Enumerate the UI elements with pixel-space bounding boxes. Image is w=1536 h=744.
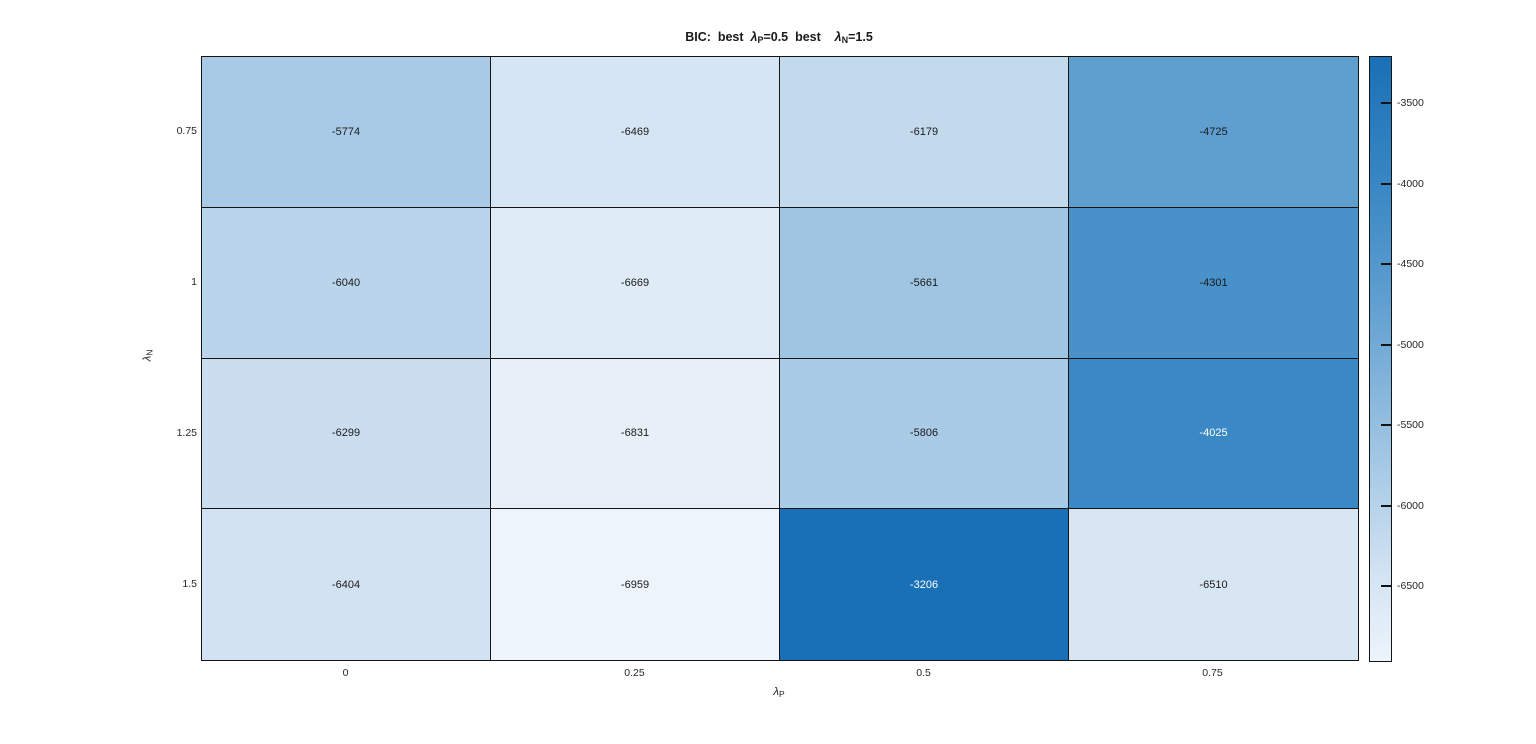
- heatmap-cell-value: -6669: [620, 276, 650, 289]
- colorbar-tick-mark: [1381, 504, 1391, 507]
- colorbar-tick-label: -3500: [1397, 97, 1424, 110]
- y-axis-label: λN: [142, 336, 155, 376]
- x-tick-label: 0.75: [1202, 667, 1223, 679]
- heatmap-cell-value: -6959: [620, 578, 650, 591]
- x-tick-label: 0.5: [916, 667, 931, 679]
- heatmap-cell: -4725: [1069, 57, 1358, 208]
- heatmap-cell-value: -5661: [909, 276, 939, 289]
- heatmap-cell: -5806: [780, 358, 1069, 510]
- x-tick-label: 0.25: [624, 667, 645, 679]
- colorbar-tick-mark: [1381, 102, 1391, 105]
- chart-title-segment: λ: [750, 30, 758, 44]
- heatmap-cell: -6299: [202, 358, 491, 510]
- chart-title-segment: P: [757, 35, 764, 45]
- chart-title-segment: =0.5 best: [763, 30, 835, 44]
- colorbar-tick-label: -5000: [1397, 338, 1424, 351]
- heatmap-cell: -6469: [491, 57, 780, 208]
- heatmap-cell-value: -5806: [909, 427, 939, 440]
- colorbar-tick-label: -6000: [1397, 499, 1424, 512]
- heatmap-plot-area: -5774 -6469 -6179 -4725 -6040 -6669 -5661 -4301…: [201, 56, 1359, 661]
- colorbar-tick-label: -4500: [1397, 258, 1424, 271]
- axis-label-lambda: λ: [141, 355, 154, 362]
- heatmap-cell-value: -6510: [1199, 578, 1228, 591]
- chart-title-segment: =1.5: [848, 30, 873, 44]
- colorbar-tick-mark: [1381, 424, 1391, 427]
- y-tick-label: 1: [191, 276, 197, 289]
- chart-title-segment: N: [841, 35, 849, 45]
- heatmap-cell: -3206: [780, 509, 1069, 660]
- colorbar-tick-mark: [1381, 182, 1391, 185]
- heatmap-cell-value: -4301: [1199, 276, 1228, 289]
- heatmap-cell: -6959: [491, 509, 780, 660]
- colorbar-tick-mark: [1381, 343, 1391, 346]
- heatmap-cell-value: -6404: [331, 578, 361, 591]
- heatmap-cell: -5774: [202, 57, 491, 208]
- x-axis-label: λP: [201, 686, 1357, 699]
- heatmap-cell: -6404: [202, 509, 491, 660]
- colorbar-tick-mark: [1381, 263, 1391, 266]
- y-tick-label: 0.75: [176, 125, 197, 138]
- heatmap-cell-value: -3206: [909, 578, 939, 591]
- heatmap-cell-value: -4725: [1199, 125, 1228, 138]
- heatmap-cell: -6831: [491, 358, 780, 510]
- heatmap-cell-value: -6040: [331, 276, 361, 289]
- heatmap-cell-value: -4025: [1199, 427, 1228, 440]
- y-tick-label: 1.5: [182, 577, 197, 590]
- axis-label-subscript: N: [144, 349, 155, 356]
- heatmap-cell-value: -5774: [331, 125, 361, 138]
- chart-title-segment: BIC: best: [685, 30, 751, 44]
- axis-label-subscript: P: [779, 689, 785, 699]
- heatmap-cell: -6040: [202, 207, 491, 359]
- colorbar-tick-label: -6500: [1397, 580, 1424, 593]
- heatmap-cell-value: -6831: [620, 427, 650, 440]
- x-tick-label: 0: [342, 667, 349, 679]
- axis-label-lambda: λ: [773, 686, 779, 698]
- heatmap-cell: -6179: [780, 57, 1069, 208]
- y-tick-label: 1.25: [176, 426, 197, 439]
- heatmap-cell: -4301: [1069, 207, 1358, 359]
- heatmap-cell-value: -6179: [909, 125, 939, 138]
- heatmap-cell: -6510: [1069, 509, 1358, 660]
- chart-title-segment: λ: [834, 30, 842, 44]
- colorbar-tick-label: -4000: [1397, 177, 1424, 190]
- chart-title: BIC: best λP=0.5 best λN=1.5: [201, 30, 1357, 45]
- heatmap-cell-value: -6469: [620, 125, 650, 138]
- colorbar-tick-label: -5500: [1397, 419, 1424, 432]
- heatmap-cell: -6669: [491, 207, 780, 359]
- colorbar: [1369, 56, 1392, 662]
- colorbar-tick-mark: [1381, 585, 1391, 588]
- heatmap-cell: -4025: [1069, 358, 1358, 510]
- heatmap-cell-value: -6299: [331, 427, 361, 440]
- heatmap-cell: -5661: [780, 207, 1069, 359]
